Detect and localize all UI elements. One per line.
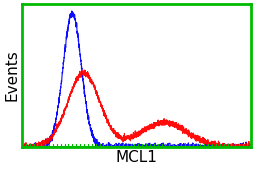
X-axis label: MCL1: MCL1 bbox=[115, 150, 157, 165]
Y-axis label: Events: Events bbox=[4, 50, 19, 102]
